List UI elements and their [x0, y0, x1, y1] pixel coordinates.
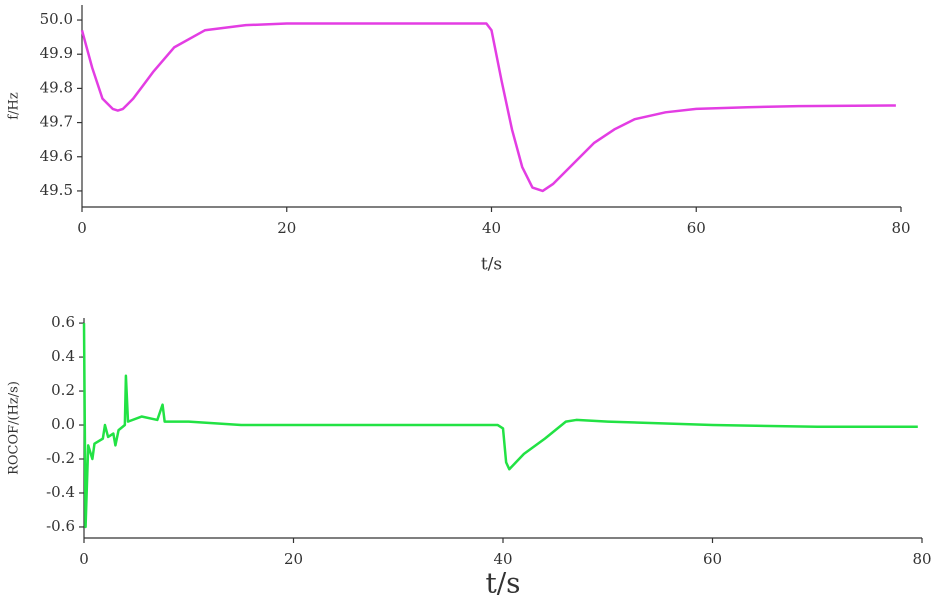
y-tick-label: 0.0 — [51, 415, 75, 433]
y-tick-label: 49.5 — [40, 181, 73, 199]
data-line — [82, 323, 918, 529]
y-tick-label: 49.9 — [40, 44, 73, 62]
y-tick-label: 0.6 — [51, 313, 75, 331]
data-line — [80, 22, 896, 193]
y-tick-label: -0.2 — [46, 449, 75, 467]
x-axis-label: t/s — [485, 567, 520, 600]
y-tick-label: 49.7 — [40, 113, 73, 131]
x-axis-label: t/s — [481, 255, 502, 275]
x-tick-label: 80 — [891, 219, 910, 237]
x-tick-label: 0 — [77, 219, 87, 237]
x-tick-label: 20 — [277, 219, 296, 237]
x-tick-label: 80 — [912, 550, 931, 568]
y-tick-label: -0.6 — [46, 517, 75, 535]
x-tick-label: 0 — [79, 550, 89, 568]
x-tick-label: 40 — [493, 550, 512, 568]
y-axis-label: ROCOF/(Hz/s) — [7, 381, 22, 475]
x-tick-label: 40 — [482, 219, 501, 237]
y-axis-label: f/Hz — [7, 92, 22, 120]
x-tick-label: 20 — [284, 550, 303, 568]
y-tick-label: 0.4 — [51, 347, 75, 365]
y-tick-label: -0.4 — [46, 483, 75, 501]
x-tick-label: 60 — [703, 550, 722, 568]
y-tick-label: 50.0 — [40, 10, 73, 28]
y-tick-label: 49.8 — [40, 78, 73, 96]
y-tick-label: 49.6 — [40, 147, 73, 165]
x-tick-label: 60 — [687, 219, 706, 237]
y-tick-label: 0.2 — [51, 381, 75, 399]
